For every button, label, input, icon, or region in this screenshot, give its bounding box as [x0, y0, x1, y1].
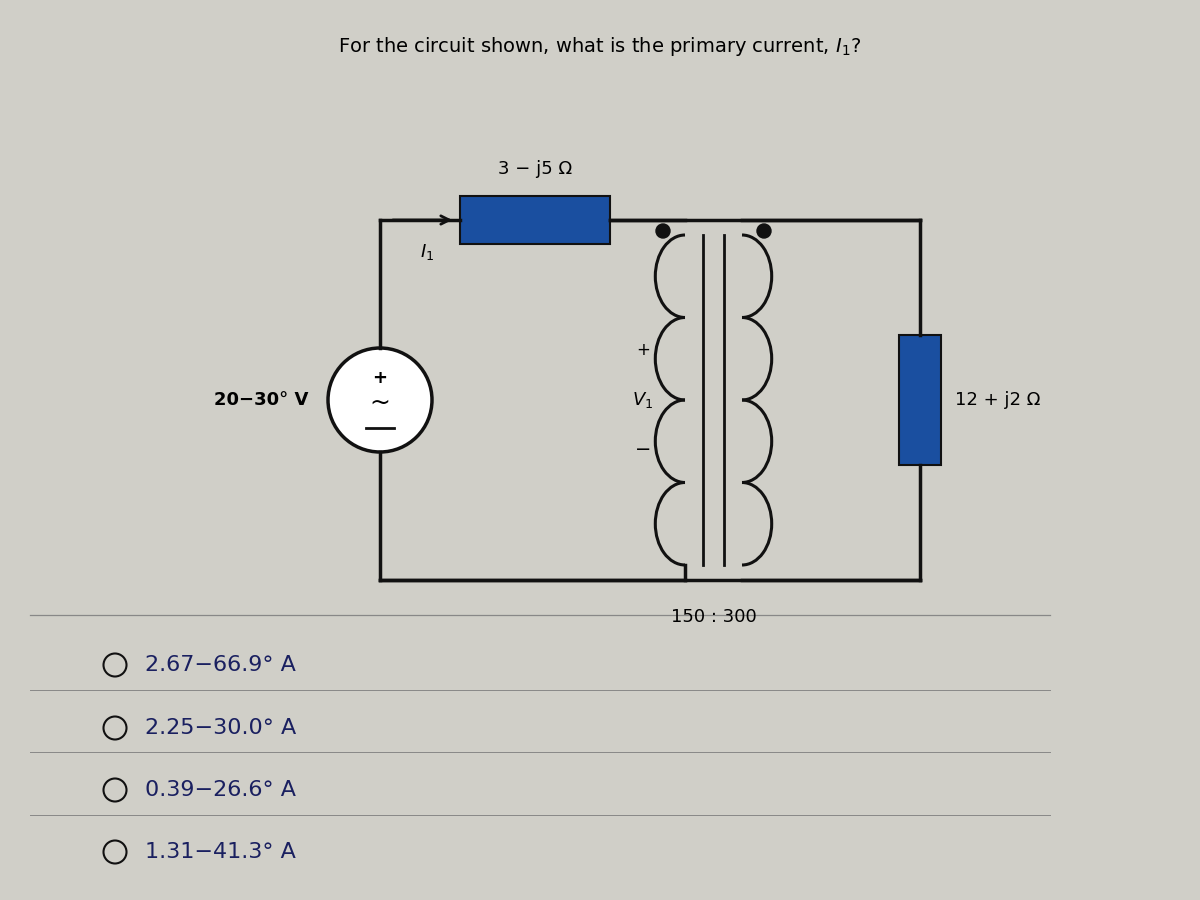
Text: +: +: [636, 341, 650, 359]
Text: +: +: [372, 369, 388, 387]
Bar: [899, 335, 941, 465]
Text: 150 : 300: 150 : 300: [671, 608, 756, 626]
Bar: [460, 196, 610, 244]
Text: 0.39−26.6° A: 0.39−26.6° A: [145, 780, 296, 800]
Text: 2.67−66.9° A: 2.67−66.9° A: [145, 655, 296, 675]
Circle shape: [656, 224, 670, 238]
Text: 2.25−30.0° A: 2.25−30.0° A: [145, 718, 296, 738]
Circle shape: [757, 224, 772, 238]
Text: 12 + j2 Ω: 12 + j2 Ω: [955, 391, 1040, 409]
Text: 20−30° V: 20−30° V: [214, 391, 308, 409]
Text: 1.31−41.3° A: 1.31−41.3° A: [145, 842, 296, 862]
Text: $V_1$: $V_1$: [632, 390, 654, 410]
Text: −: −: [635, 440, 652, 460]
Text: For the circuit shown, what is the primary current, $I_1$?: For the circuit shown, what is the prima…: [338, 35, 862, 58]
Text: ~: ~: [370, 391, 390, 415]
Text: 3 − j5 Ω: 3 − j5 Ω: [498, 160, 572, 178]
Circle shape: [328, 348, 432, 452]
Text: $I_1$: $I_1$: [420, 242, 434, 262]
